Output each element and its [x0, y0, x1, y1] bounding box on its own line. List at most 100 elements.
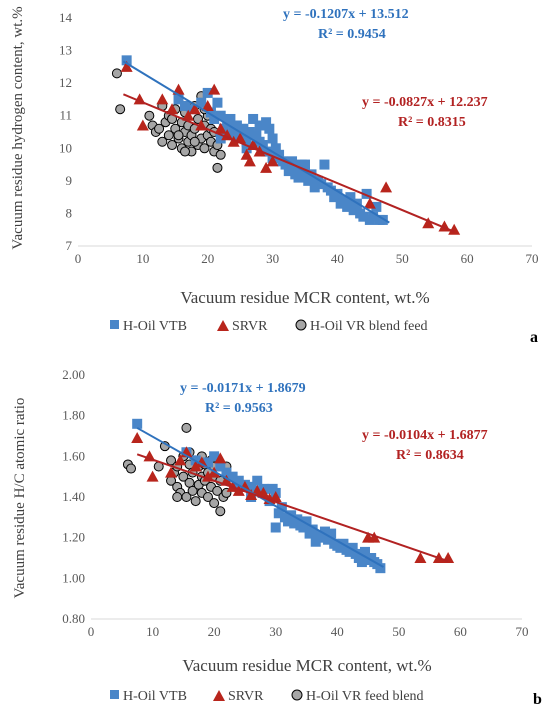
trendline-equation-blue-a: y = -0.1207x + 13.512	[283, 7, 409, 22]
data-point-srvr	[131, 432, 144, 444]
trendline-r2-red-b: R² = 0.8634	[396, 448, 464, 463]
x-tick-label-a: 0	[75, 251, 82, 266]
data-point-srvr	[156, 93, 169, 105]
data-point-hoil-vtb	[252, 475, 263, 486]
data-point-blend	[167, 140, 178, 151]
data-point-hoil-vtb	[287, 156, 298, 167]
data-point-hoil-vtb	[347, 542, 358, 553]
legend-label-blend-b: H-Oil VR feed blend	[306, 689, 424, 704]
legend-label-blend-a: H-Oil VR blend feed	[310, 319, 428, 334]
data-point-hoil-vtb	[261, 146, 272, 157]
data-point-hoil-vtb	[356, 557, 367, 568]
data-point-hoil-vtb	[261, 117, 272, 128]
data-point-hoil-vtb	[196, 97, 207, 108]
data-point-hoil-vtb	[132, 418, 143, 429]
data-point-blend	[178, 471, 189, 482]
data-point-blend	[166, 455, 177, 466]
legend-label-hoil-vtb-b: H-Oil VTB	[123, 689, 187, 704]
data-point-hoil-vtb	[319, 159, 330, 170]
y-tick-label-b: 1.80	[62, 408, 85, 423]
data-point-hoil-vtb	[310, 536, 321, 547]
data-point-hoil-vtb	[338, 195, 349, 206]
y-tick-label-b: 1.20	[62, 530, 85, 545]
data-point-hoil-vtb	[233, 475, 244, 486]
y-axis-label-b: Vacuum residue H/C atomic ratio	[12, 398, 28, 599]
data-point-hoil-vtb	[361, 188, 372, 199]
legend-label-hoil-vtb-a: H-Oil VTB	[123, 319, 187, 334]
data-point-hoil-vtb	[221, 467, 232, 478]
legend-marker-blend-a	[295, 319, 307, 331]
data-point-srvr	[188, 103, 201, 115]
data-point-srvr	[414, 552, 427, 563]
data-point-hoil-vtb	[375, 563, 386, 574]
x-tick-label-a: 70	[526, 251, 539, 266]
x-tick-label-a: 10	[136, 251, 149, 266]
data-point-hoil-vtb	[287, 162, 298, 173]
y-tick-label-b: 2.00	[62, 367, 85, 382]
data-point-blend	[212, 485, 223, 496]
data-point-hoil-vtb	[319, 526, 330, 537]
data-point-hoil-vtb	[359, 546, 370, 557]
legend-b: H-Oil VTB SRVR H-Oil VR feed blend	[110, 689, 424, 704]
x-tick-label-a: 40	[331, 251, 344, 266]
x-tick-label-a: 30	[266, 251, 279, 266]
x-tick-label-b: 70	[516, 624, 529, 639]
x-tick-label-b: 50	[392, 624, 405, 639]
legend-marker-srvr-a	[217, 320, 229, 331]
y-tick-label-a: 14	[59, 10, 73, 25]
data-point-srvr	[201, 99, 214, 111]
data-point-srvr	[448, 223, 461, 235]
plot-area-a: 0 10 20 30 40 50 60 70 7 8 9 10 11 12 13 14	[59, 10, 539, 266]
x-tick-label-a: 50	[396, 251, 409, 266]
data-point-hoil-vtb	[307, 524, 318, 535]
data-point-srvr	[269, 491, 282, 502]
data-point-hoil-vtb	[323, 534, 334, 545]
data-point-blend	[157, 136, 168, 147]
data-point-hoil-vtb	[270, 143, 281, 154]
data-point-hoil-vtb	[276, 502, 287, 513]
trendline-equation-red-a: y = -0.0827x + 12.237	[362, 95, 488, 110]
data-point-blend	[115, 104, 126, 115]
data-point-srvr	[368, 531, 381, 543]
data-point-hoil-vtb	[303, 175, 314, 186]
data-point-srvr	[422, 217, 435, 229]
trendline-hoil-vtb	[122, 60, 390, 224]
plot-area-b: 0 10 20 30 40 50 60 70 0.80 1.00 1.20 1.40 1.60 1.80 2…	[62, 367, 528, 639]
data-point-hoil-vtb	[326, 528, 337, 539]
data-point-hoil-vtb	[273, 508, 284, 519]
data-point-hoil-vtb	[316, 532, 327, 543]
data-point-srvr	[232, 484, 245, 496]
data-point-blend	[209, 498, 220, 509]
data-point-hoil-vtb	[293, 172, 304, 183]
data-point-srvr	[227, 135, 240, 147]
data-point-srvr	[120, 60, 133, 72]
data-point-hoil-vtb	[202, 87, 213, 98]
data-point-hoil-vtb	[215, 461, 226, 472]
x-tick-label-b: 20	[208, 624, 221, 639]
data-point-hoil-vtb	[377, 214, 388, 225]
data-point-hoil-vtb	[231, 120, 242, 131]
data-point-hoil-vtb	[332, 188, 343, 199]
data-point-blend	[163, 130, 174, 141]
trendline-equation-blue-b: y = -0.0171x + 1.8679	[180, 381, 306, 396]
data-point-blend	[212, 162, 223, 173]
data-point-hoil-vtb	[368, 211, 379, 222]
data-point-hoil-vtb	[270, 522, 281, 533]
data-point-srvr	[380, 181, 393, 193]
data-point-hoil-vtb	[215, 110, 226, 121]
data-point-hoil-vtb	[121, 55, 132, 66]
data-point-hoil-vtb	[300, 159, 310, 170]
y-tick-label-a: 12	[59, 75, 72, 90]
y-tick-label-b: 1.00	[62, 570, 85, 585]
data-point-hoil-vtb	[325, 185, 336, 196]
data-point-hoil-vtb	[342, 201, 353, 212]
data-point-hoil-vtb	[251, 130, 262, 141]
x-tick-label-b: 40	[331, 624, 344, 639]
data-point-blend	[187, 485, 198, 496]
y-tick-label-a: 10	[59, 140, 72, 155]
legend-marker-blend-b	[291, 689, 303, 701]
data-point-srvr	[214, 452, 227, 464]
chart-panel-b: 0 10 20 30 40 50 60 70 0.80 1.00 1.20 1.40 1.60 1.80 2…	[12, 367, 542, 708]
data-point-blend	[126, 463, 137, 474]
data-point-hoil-vtb	[345, 192, 356, 203]
